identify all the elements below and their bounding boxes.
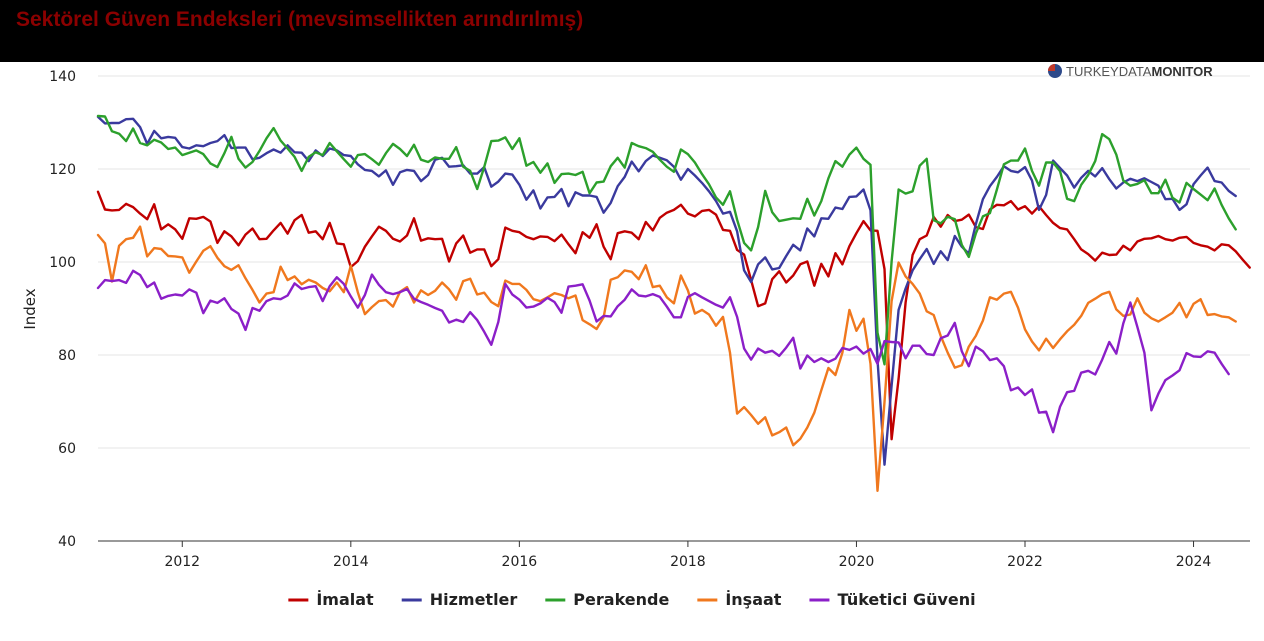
y-tick-label: 40 — [58, 534, 76, 550]
logo-globe-accent — [1048, 64, 1055, 71]
series-line — [96, 225, 1237, 492]
series-line — [96, 114, 1237, 366]
legend-label: Perakende — [573, 590, 669, 609]
y-tick-label: 80 — [58, 348, 76, 364]
legend-label: Hizmetler — [430, 590, 518, 609]
legend: İmalat Hizmetler Perakende İnşaat Tüketici G… — [288, 590, 976, 609]
logo: TURKEYDATAMONITOR — [1048, 64, 1213, 79]
x-tick-label: 2012 — [164, 554, 200, 570]
y-tick-label: 60 — [58, 441, 76, 457]
series-line — [96, 269, 1230, 434]
chart-title: Sektörel Güven Endeksleri (mevsimsellikt… — [16, 8, 584, 31]
series-layer — [96, 114, 1251, 492]
legend-label: İmalat — [316, 590, 374, 609]
y-tick-label: 120 — [49, 162, 76, 178]
legend-label: İnşaat — [725, 590, 781, 609]
axis-layer: 40 60 80 100 120 140 2012 2014 2016 2018 2020 2022 2… — [49, 69, 1250, 570]
x-tick-label: 2014 — [333, 554, 369, 570]
y-tick-label: 100 — [49, 255, 76, 271]
x-tick-label: 2024 — [1176, 554, 1212, 570]
series-line — [96, 190, 1251, 441]
x-tick-label: 2022 — [1007, 554, 1043, 570]
title-bar: Sektörel Güven Endeksleri (mevsimsellikt… — [0, 0, 1264, 62]
y-axis-title: Index — [21, 288, 39, 329]
legend-label: Tüketici Güveni — [837, 590, 975, 609]
x-tick-label: 2018 — [670, 554, 706, 570]
x-tick-label: 2016 — [502, 554, 538, 570]
x-tick-label: 2020 — [839, 554, 875, 570]
series-line — [96, 115, 1237, 466]
logo-text-part1: TURKEYDATAMONITOR — [1066, 64, 1213, 79]
y-tick-label: 140 — [49, 69, 76, 85]
